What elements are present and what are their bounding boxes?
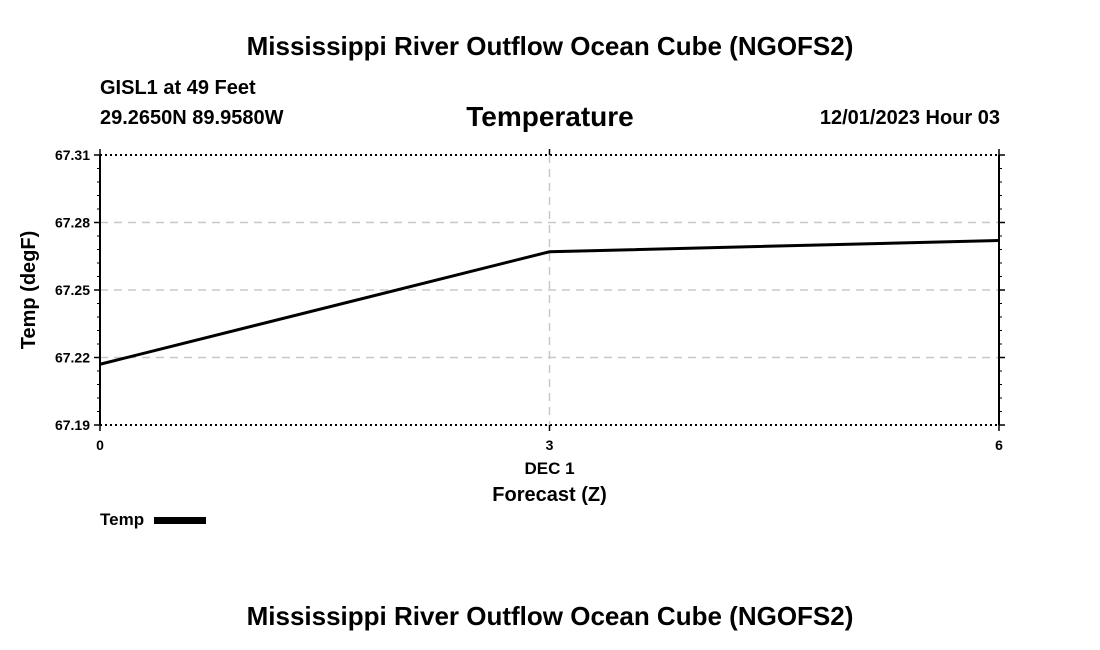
legend: Temp: [100, 509, 207, 531]
x-tick-label: 3: [546, 437, 554, 453]
x-date-label: DEC 1: [524, 459, 574, 478]
station-label: GISL1 at 49 Feet: [100, 77, 256, 99]
x-tick-label: 6: [995, 437, 1003, 453]
forecast-datetime: 12/01/2023 Hour 03: [819, 107, 1000, 129]
station-coordinates: 29.2650N 89.9580W: [100, 107, 284, 129]
x-axis-label: Forecast (Z): [492, 484, 606, 506]
y-tick-label: 67.19: [55, 417, 90, 433]
y-tick-label: 67.22: [55, 350, 90, 366]
chart-subtitle: Temperature: [466, 101, 634, 132]
legend-swatch: [154, 516, 207, 524]
x-tick-label: 0: [96, 437, 104, 453]
y-axis-label: Temp (degF): [18, 231, 40, 350]
y-tick-label: 67.28: [55, 215, 90, 231]
chart-title: Mississippi River Outflow Ocean Cube (NG…: [246, 31, 854, 61]
legend-label: Temp: [100, 510, 145, 529]
y-tick-label: 67.31: [55, 147, 90, 163]
y-tick-label: 67.25: [55, 282, 90, 298]
footer-title: Mississippi River Outflow Ocean Cube (NG…: [246, 601, 854, 631]
